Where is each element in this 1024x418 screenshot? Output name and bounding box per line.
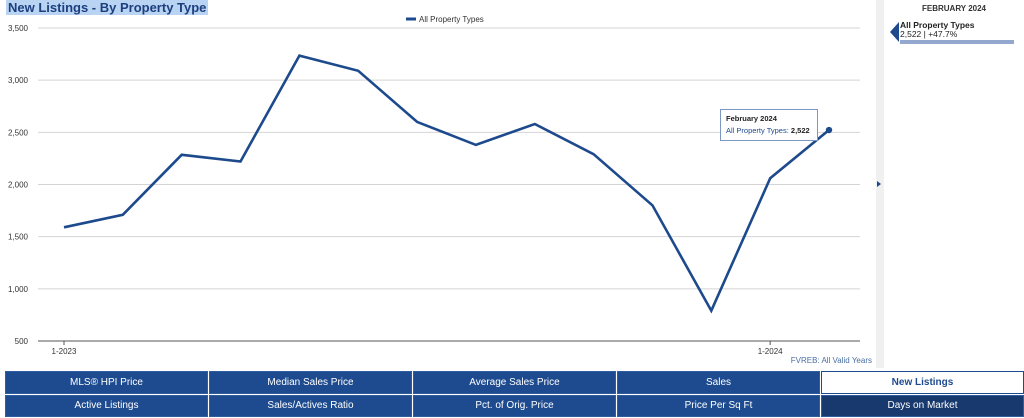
pointer-arrow-icon [890, 22, 899, 42]
side-panel: FEBRUARY 2024 All Property Types 2,522 |… [876, 0, 1024, 368]
line-chart: 500 1,000 1,500 2,000 2,500 3,000 3,500 1-2023 1… [8, 15, 860, 356]
side-panel-item[interactable]: All Property Types 2,522 | +47.7% [890, 18, 1020, 48]
y-tick-label: 1,000 [8, 285, 29, 294]
side-item-bar [900, 40, 1014, 44]
tab-active-listings[interactable]: Active Listings [5, 394, 208, 417]
y-tick-label: 500 [15, 337, 29, 346]
y-tick-label: 2,500 [8, 128, 29, 137]
collapse-arrow-icon[interactable] [877, 181, 881, 187]
x-tick-label: 1-2023 [52, 347, 77, 356]
tab-sales[interactable]: Sales [617, 371, 820, 394]
y-tick-label: 1,500 [8, 233, 29, 242]
y-tick-label: 2,000 [8, 181, 29, 190]
tooltip-title: February 2024 [726, 114, 777, 123]
metric-tabs: MLS® HPI Price Median Sales Price Averag… [5, 371, 1024, 417]
data-tooltip: February 2024 All Property Types: 2,522 [720, 109, 818, 141]
y-tick-label: 3,500 [8, 24, 29, 33]
tab-price-per-sq-ft[interactable]: Price Per Sq Ft [617, 394, 820, 417]
side-panel-period: FEBRUARY 2024 [921, 4, 987, 13]
side-panel-strip [876, 0, 884, 368]
series-line [63, 54, 830, 314]
chart-area: 500 1,000 1,500 2,000 2,500 3,000 3,500 1-2023 1… [8, 15, 860, 356]
legend-label: All Property Types [419, 15, 484, 24]
tab-average-sales-price[interactable]: Average Sales Price [413, 371, 616, 394]
data-point [825, 126, 833, 134]
tab-median-sales-price[interactable]: Median Sales Price [209, 371, 412, 394]
side-item-value: 2,522 | +47.7% [900, 29, 958, 39]
source-note: FVREB: All Valid Years [790, 356, 872, 365]
tab-mls-hpi-price[interactable]: MLS® HPI Price [5, 371, 208, 394]
x-tick-label: 1-2024 [758, 347, 783, 356]
tooltip-line: All Property Types: 2,522 [726, 126, 810, 135]
tooltip-value: 2,522 [790, 126, 810, 135]
y-tick-label: 3,000 [8, 76, 29, 85]
side-item-name: All Property Types [900, 20, 975, 30]
tab-sales-actives-ratio[interactable]: Sales/Actives Ratio [209, 394, 412, 417]
tooltip-label: All Property Types: [726, 126, 789, 135]
tab-days-on-market[interactable]: Days on Market [821, 394, 1024, 417]
tab-new-listings[interactable]: New Listings [821, 371, 1024, 394]
tab-pct-orig-price[interactable]: Pct. of Orig. Price [413, 394, 616, 417]
chart-title: New Listings - By Property Type [6, 0, 209, 15]
